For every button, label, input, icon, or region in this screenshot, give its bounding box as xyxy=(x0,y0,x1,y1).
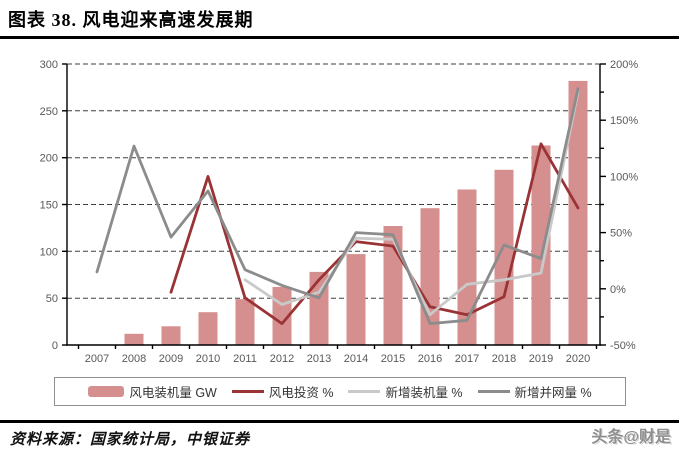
x-axis-tick-label: 2017 xyxy=(455,353,479,365)
x-axis-tick-label: 2019 xyxy=(529,353,553,365)
legend-label-installed-capacity: 风电装机量 GW xyxy=(129,386,217,400)
legend-swatch-installed-capacity xyxy=(88,386,125,397)
bar-2008 xyxy=(124,333,144,345)
bar-2014 xyxy=(346,254,366,345)
legend-label-new-grid-connected-growth: 新增并网量 % xyxy=(514,386,592,400)
legend-item-installed-capacity: 风电装机量 GW xyxy=(88,382,217,401)
figure-title: 图表 38. 风电迎来高速发展期 xyxy=(8,10,254,30)
x-axis-tick-label: 2009 xyxy=(159,353,183,365)
footer-divider xyxy=(0,420,679,423)
bar-2017 xyxy=(457,189,477,345)
x-axis: 2007 2008 2009 2010 2011 2012 2013 2014 2015 2016… xyxy=(77,345,598,365)
x-axis-tick-label: 2010 xyxy=(196,353,220,365)
left-axis-tick-label: 50 xyxy=(46,293,58,305)
left-axis-tick-label: 200 xyxy=(40,153,58,165)
bar-2011 xyxy=(235,299,255,345)
right-axis-tick-label: 50% xyxy=(610,228,632,240)
left-axis-tick-label: 300 xyxy=(40,59,58,71)
legend-swatch-new-grid-connected-growth xyxy=(477,390,510,393)
bar-2020 xyxy=(568,80,588,346)
bar-2010 xyxy=(198,312,218,345)
x-axis-tick-label: 2008 xyxy=(122,353,146,365)
x-axis-tick-label: 2011 xyxy=(233,353,257,365)
right-axis-tick-label: 150% xyxy=(610,115,638,127)
legend-swatch-new-installed-growth xyxy=(348,390,381,393)
title-divider xyxy=(0,36,679,39)
x-axis-tick-label: 2007 xyxy=(85,353,109,365)
line-series-investment-growth xyxy=(169,142,580,326)
left-axis-tick-label: 150 xyxy=(40,200,58,212)
x-axis-tick-label: 2020 xyxy=(566,353,590,365)
right-axis-tick-label: 200% xyxy=(610,59,638,71)
legend-label-investment-growth: 风电投资 % xyxy=(268,386,334,400)
x-axis-tick-label: 2015 xyxy=(381,353,405,365)
watermark: 头条@财是 xyxy=(591,429,671,446)
legend-item-new-grid-connected-growth: 新增并网量 % xyxy=(477,382,592,401)
bar-2018 xyxy=(494,169,514,345)
bar-2009 xyxy=(161,326,181,345)
legend-label-new-installed-growth: 新增装机量 % xyxy=(385,386,463,400)
source-note: 资料来源：国家统计局，中银证券 xyxy=(10,432,251,448)
right-axis: -50% 0% 50% 100% 150% 200% xyxy=(600,59,638,352)
gridlines xyxy=(67,63,600,299)
bar-series-installed-capacity xyxy=(124,80,588,346)
right-axis-tick-label: -50% xyxy=(610,340,636,352)
right-axis-tick-label: 100% xyxy=(610,171,638,183)
x-axis-tick-label: 2014 xyxy=(344,353,368,365)
bar-2019 xyxy=(531,145,551,345)
chart-legend: 风电装机量 GW 风电投资 % 新增装机量 % 新增并网量 % xyxy=(54,377,626,406)
right-axis-tick-label: 0% xyxy=(610,284,626,296)
line-series-new-grid-connected-growth xyxy=(95,87,580,326)
x-axis-tick-label: 2016 xyxy=(418,353,442,365)
x-axis-tick-label: 2012 xyxy=(270,353,294,365)
left-axis-tick-label: 100 xyxy=(40,246,58,258)
bar-2015 xyxy=(383,226,403,345)
left-axis-tick-label: 250 xyxy=(40,106,58,118)
legend-swatch-investment-growth xyxy=(231,390,264,393)
left-axis-tick-label: 0 xyxy=(52,340,58,352)
x-axis-tick-label: 2013 xyxy=(307,353,331,365)
x-axis-tick-label: 2018 xyxy=(492,353,516,365)
left-axis: 0 50 100 150 200 250 300 xyxy=(40,59,67,352)
legend-item-new-installed-growth: 新增装机量 % xyxy=(348,382,463,401)
wind-power-chart: 0 50 100 150 200 250 300 -50% 0% 50% 100% 150% 200% 2… xyxy=(40,59,639,365)
legend-item-investment-growth: 风电投资 % xyxy=(231,382,334,401)
